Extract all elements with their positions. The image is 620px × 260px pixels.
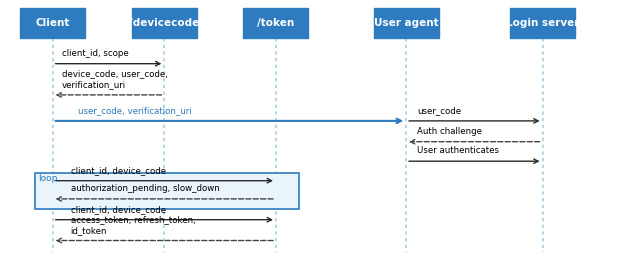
Bar: [243, 8, 309, 38]
Text: /token: /token: [257, 18, 294, 28]
Text: authorization_pending, slow_down: authorization_pending, slow_down: [71, 184, 219, 193]
Text: User agent: User agent: [374, 18, 438, 28]
Text: client_id, device_code: client_id, device_code: [71, 205, 166, 214]
Text: access_token, refresh_token,
id_token: access_token, refresh_token, id_token: [71, 215, 195, 235]
Text: User authenticates: User authenticates: [417, 146, 499, 155]
Text: Login server: Login server: [506, 18, 579, 28]
Text: device_code, user_code,
verification_uri: device_code, user_code, verification_uri: [61, 69, 167, 89]
Text: client_id, device_code: client_id, device_code: [71, 166, 166, 175]
Text: user_code: user_code: [417, 106, 461, 115]
Text: /devicecode: /devicecode: [129, 18, 200, 28]
Bar: [373, 8, 439, 38]
Text: Auth challenge: Auth challenge: [417, 127, 482, 136]
Text: client_id, scope: client_id, scope: [61, 49, 128, 58]
Bar: [131, 8, 197, 38]
Bar: [510, 8, 575, 38]
Bar: [35, 173, 299, 209]
Text: loop: loop: [38, 174, 58, 183]
Text: user_code, verification_uri: user_code, verification_uri: [78, 106, 191, 115]
Bar: [20, 8, 86, 38]
Text: Client: Client: [35, 18, 70, 28]
